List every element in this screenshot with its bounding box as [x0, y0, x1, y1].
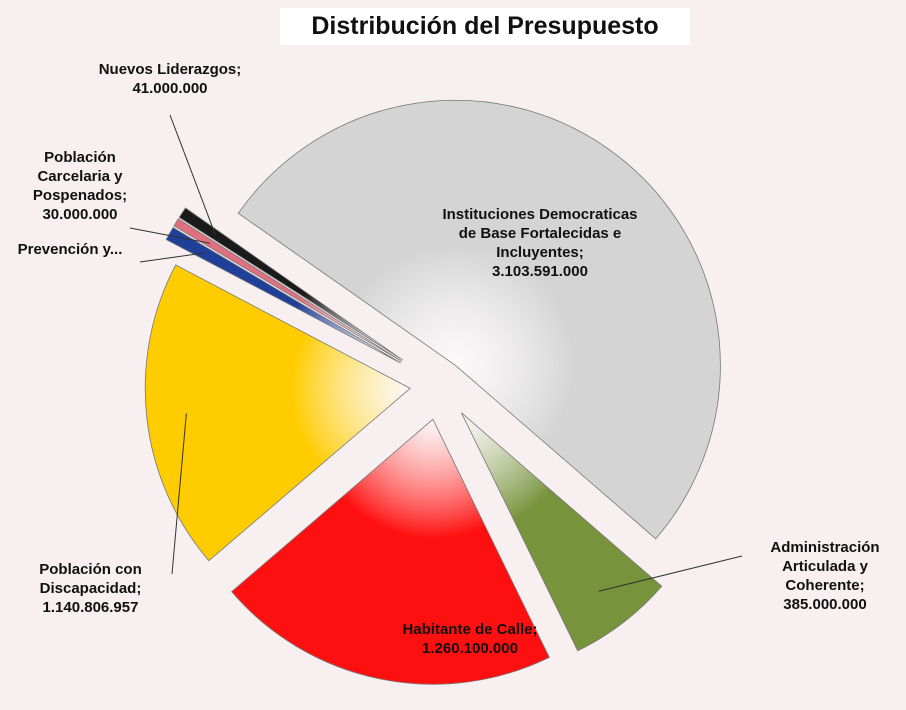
pie-slice — [144, 264, 411, 562]
value-label: 3.103.591.000 — [492, 263, 588, 280]
leader-line — [129, 227, 211, 244]
label-separator: ; — [136, 580, 142, 597]
data-label: Población con Discapacidad; 1.140.806.957 — [8, 560, 173, 617]
label-separator: ; — [122, 187, 128, 204]
category-label: Administración Articulada y Coherente — [770, 539, 880, 594]
label-separator: ; — [859, 577, 865, 594]
value-label: 1.140.806.957 — [42, 599, 139, 616]
data-label: Administración Articulada y Coherente; 38… — [745, 538, 905, 614]
pie-slice — [173, 218, 402, 362]
data-label: Habitante de Calle; 1.260.100.000 — [360, 620, 580, 658]
category-label: Habitante de Calle — [402, 621, 533, 638]
pie-slice — [165, 226, 401, 364]
leader-line — [598, 555, 743, 592]
label-separator: ; — [532, 621, 538, 638]
chart-title: Distribución del Presupuesto — [280, 8, 690, 45]
value-label: 385.000.000 — [783, 596, 867, 613]
leader-line — [139, 252, 205, 263]
label-separator: ; — [236, 61, 242, 78]
pie-slice — [237, 99, 721, 540]
category-label: Prevención y... — [17, 241, 123, 258]
data-label: Población Carcelaria y Pospenados; 30.000… — [15, 148, 145, 224]
pie-slice — [231, 418, 550, 685]
data-label: Nuevos Liderazgos; 41.000.000 — [80, 60, 260, 98]
category-label: Población con Discapacidad — [39, 561, 142, 597]
pie-slice — [460, 412, 663, 652]
pie-slice — [178, 207, 403, 361]
data-label: Prevención y... — [0, 240, 140, 259]
category-label: Población Carcelaria y Pospenados — [32, 149, 123, 204]
label-separator: ; — [578, 244, 584, 261]
category-label: Nuevos Liderazgos — [98, 61, 237, 78]
category-label: Instituciones Democraticas de Base Forta… — [442, 206, 638, 261]
leader-line — [171, 413, 187, 575]
leader-line — [169, 114, 216, 235]
data-label: Instituciones Democraticas de Base Forta… — [440, 205, 640, 281]
value-label: 1.260.100.000 — [422, 640, 518, 657]
value-label: 41.000.000 — [132, 80, 208, 97]
value-label: 30.000.000 — [42, 206, 118, 223]
